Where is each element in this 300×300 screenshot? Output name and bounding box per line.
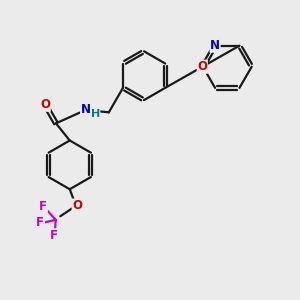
Text: F: F [36, 216, 44, 229]
Text: O: O [72, 199, 82, 212]
Text: O: O [197, 60, 207, 73]
Text: N: N [210, 39, 220, 52]
Text: F: F [50, 229, 58, 242]
Text: N: N [81, 103, 91, 116]
Text: F: F [39, 200, 47, 213]
Text: O: O [40, 98, 50, 111]
Text: H: H [91, 110, 100, 119]
